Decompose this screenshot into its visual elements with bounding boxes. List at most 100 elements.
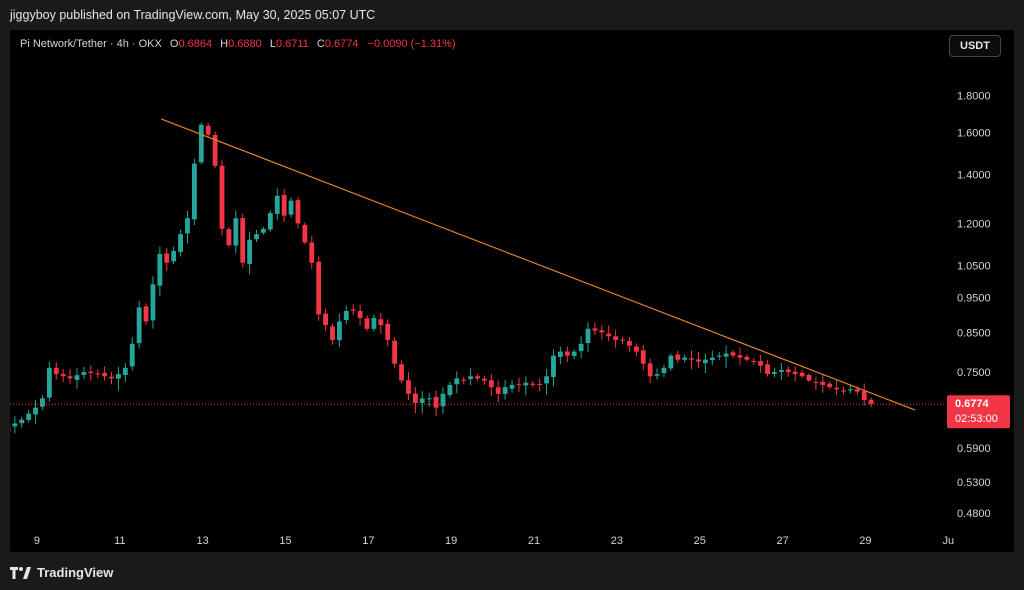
- candle-body[interactable]: [834, 387, 840, 390]
- candle-body[interactable]: [12, 423, 18, 427]
- candle-body[interactable]: [696, 359, 701, 362]
- candle-body[interactable]: [827, 383, 833, 388]
- candle-body[interactable]: [136, 307, 142, 344]
- candle-body[interactable]: [350, 309, 356, 311]
- candle-body[interactable]: [813, 382, 819, 384]
- candle-body[interactable]: [772, 372, 777, 374]
- candle-body[interactable]: [323, 313, 329, 326]
- candle-body[interactable]: [433, 396, 439, 408]
- candle-body[interactable]: [654, 374, 660, 376]
- candle-body[interactable]: [295, 200, 301, 224]
- candle-body[interactable]: [682, 357, 688, 360]
- candle-body[interactable]: [109, 376, 114, 379]
- candle-body[interactable]: [461, 379, 467, 381]
- candle-body[interactable]: [19, 419, 25, 424]
- candle-body[interactable]: [820, 381, 826, 385]
- candle-body[interactable]: [198, 124, 204, 163]
- candle-body[interactable]: [571, 351, 577, 356]
- candle-body[interactable]: [709, 357, 715, 361]
- candle-body[interactable]: [468, 376, 474, 380]
- candle-body[interactable]: [343, 310, 349, 320]
- candle-body[interactable]: [267, 213, 273, 230]
- tradingview-logo[interactable]: TradingView: [10, 565, 113, 580]
- candle-body[interactable]: [564, 351, 570, 356]
- candle-body[interactable]: [778, 369, 784, 372]
- currency-button[interactable]: USDT: [949, 35, 1001, 57]
- candle-body[interactable]: [744, 356, 750, 360]
- candle-body[interactable]: [385, 323, 391, 340]
- candle-body[interactable]: [426, 398, 432, 400]
- candle-body[interactable]: [537, 383, 543, 385]
- candle-body[interactable]: [633, 346, 639, 352]
- candle-body[interactable]: [46, 367, 52, 398]
- candle-body[interactable]: [447, 384, 453, 395]
- candle-body[interactable]: [60, 374, 66, 377]
- candle-body[interactable]: [336, 321, 342, 341]
- candle-body[interactable]: [523, 382, 529, 386]
- price-chart[interactable]: 1.8000 1.6000 1.4000 1.2000 1.0500 0.9500 0.85…: [10, 30, 1014, 552]
- candle-body[interactable]: [143, 306, 149, 322]
- candle-body[interactable]: [599, 330, 605, 333]
- candle-body[interactable]: [661, 367, 667, 374]
- candle-body[interactable]: [371, 317, 377, 329]
- candle-body[interactable]: [440, 393, 446, 407]
- candle-body[interactable]: [854, 389, 860, 392]
- candle-body[interactable]: [806, 374, 812, 381]
- candle-body[interactable]: [723, 353, 729, 357]
- candle-body[interactable]: [475, 376, 480, 379]
- candle-body[interactable]: [74, 375, 80, 380]
- candle-body[interactable]: [102, 373, 108, 377]
- candle-body[interactable]: [530, 383, 536, 385]
- candle-body[interactable]: [122, 367, 128, 375]
- candle-body[interactable]: [95, 373, 101, 375]
- candle-body[interactable]: [613, 336, 619, 340]
- descending-trendline[interactable]: [160, 118, 916, 411]
- candle-body[interactable]: [150, 284, 156, 321]
- candle-body[interactable]: [419, 398, 425, 403]
- candle-body[interactable]: [81, 372, 87, 375]
- candle-body[interactable]: [551, 355, 556, 378]
- chart-panel[interactable]: 1.8000 1.6000 1.4000 1.2000 1.0500 0.9500 0.85…: [10, 30, 1014, 552]
- candle-body[interactable]: [509, 384, 515, 389]
- candle-body[interactable]: [792, 371, 798, 375]
- candle-body[interactable]: [412, 393, 418, 403]
- candle-body[interactable]: [675, 354, 681, 360]
- candle-body[interactable]: [212, 135, 218, 166]
- candle-body[interactable]: [578, 343, 584, 352]
- candle-body[interactable]: [233, 218, 239, 246]
- candle-body[interactable]: [399, 364, 404, 381]
- candle-body[interactable]: [330, 326, 335, 340]
- candle-body[interactable]: [557, 351, 563, 357]
- candle-body[interactable]: [364, 318, 370, 329]
- candle-body[interactable]: [185, 218, 190, 234]
- candle-body[interactable]: [868, 399, 874, 405]
- candle-body[interactable]: [702, 359, 708, 364]
- candle-body[interactable]: [861, 390, 867, 401]
- candle-body[interactable]: [129, 343, 135, 367]
- candle-body[interactable]: [544, 376, 549, 384]
- candle-body[interactable]: [88, 371, 94, 374]
- candle-body[interactable]: [406, 380, 411, 394]
- candle-body[interactable]: [274, 195, 280, 214]
- candle-body[interactable]: [785, 369, 791, 373]
- candle-body[interactable]: [164, 253, 170, 263]
- candle-body[interactable]: [799, 372, 805, 377]
- candle-body[interactable]: [281, 194, 287, 216]
- candle-body[interactable]: [620, 339, 625, 341]
- candle-body[interactable]: [178, 234, 183, 252]
- candle-body[interactable]: [226, 229, 232, 246]
- candle-body[interactable]: [481, 378, 487, 381]
- candle-body[interactable]: [53, 367, 59, 375]
- candle-body[interactable]: [495, 387, 501, 394]
- candle-body[interactable]: [585, 328, 591, 343]
- candle-body[interactable]: [841, 390, 846, 392]
- candle-body[interactable]: [357, 310, 363, 318]
- candle-body[interactable]: [33, 407, 38, 415]
- candle-body[interactable]: [191, 163, 197, 220]
- candle-body[interactable]: [668, 355, 674, 369]
- candle-body[interactable]: [302, 224, 308, 243]
- candle-body[interactable]: [316, 261, 322, 315]
- candle-body[interactable]: [157, 253, 163, 286]
- candle-body[interactable]: [592, 328, 598, 331]
- candle-body[interactable]: [847, 389, 853, 391]
